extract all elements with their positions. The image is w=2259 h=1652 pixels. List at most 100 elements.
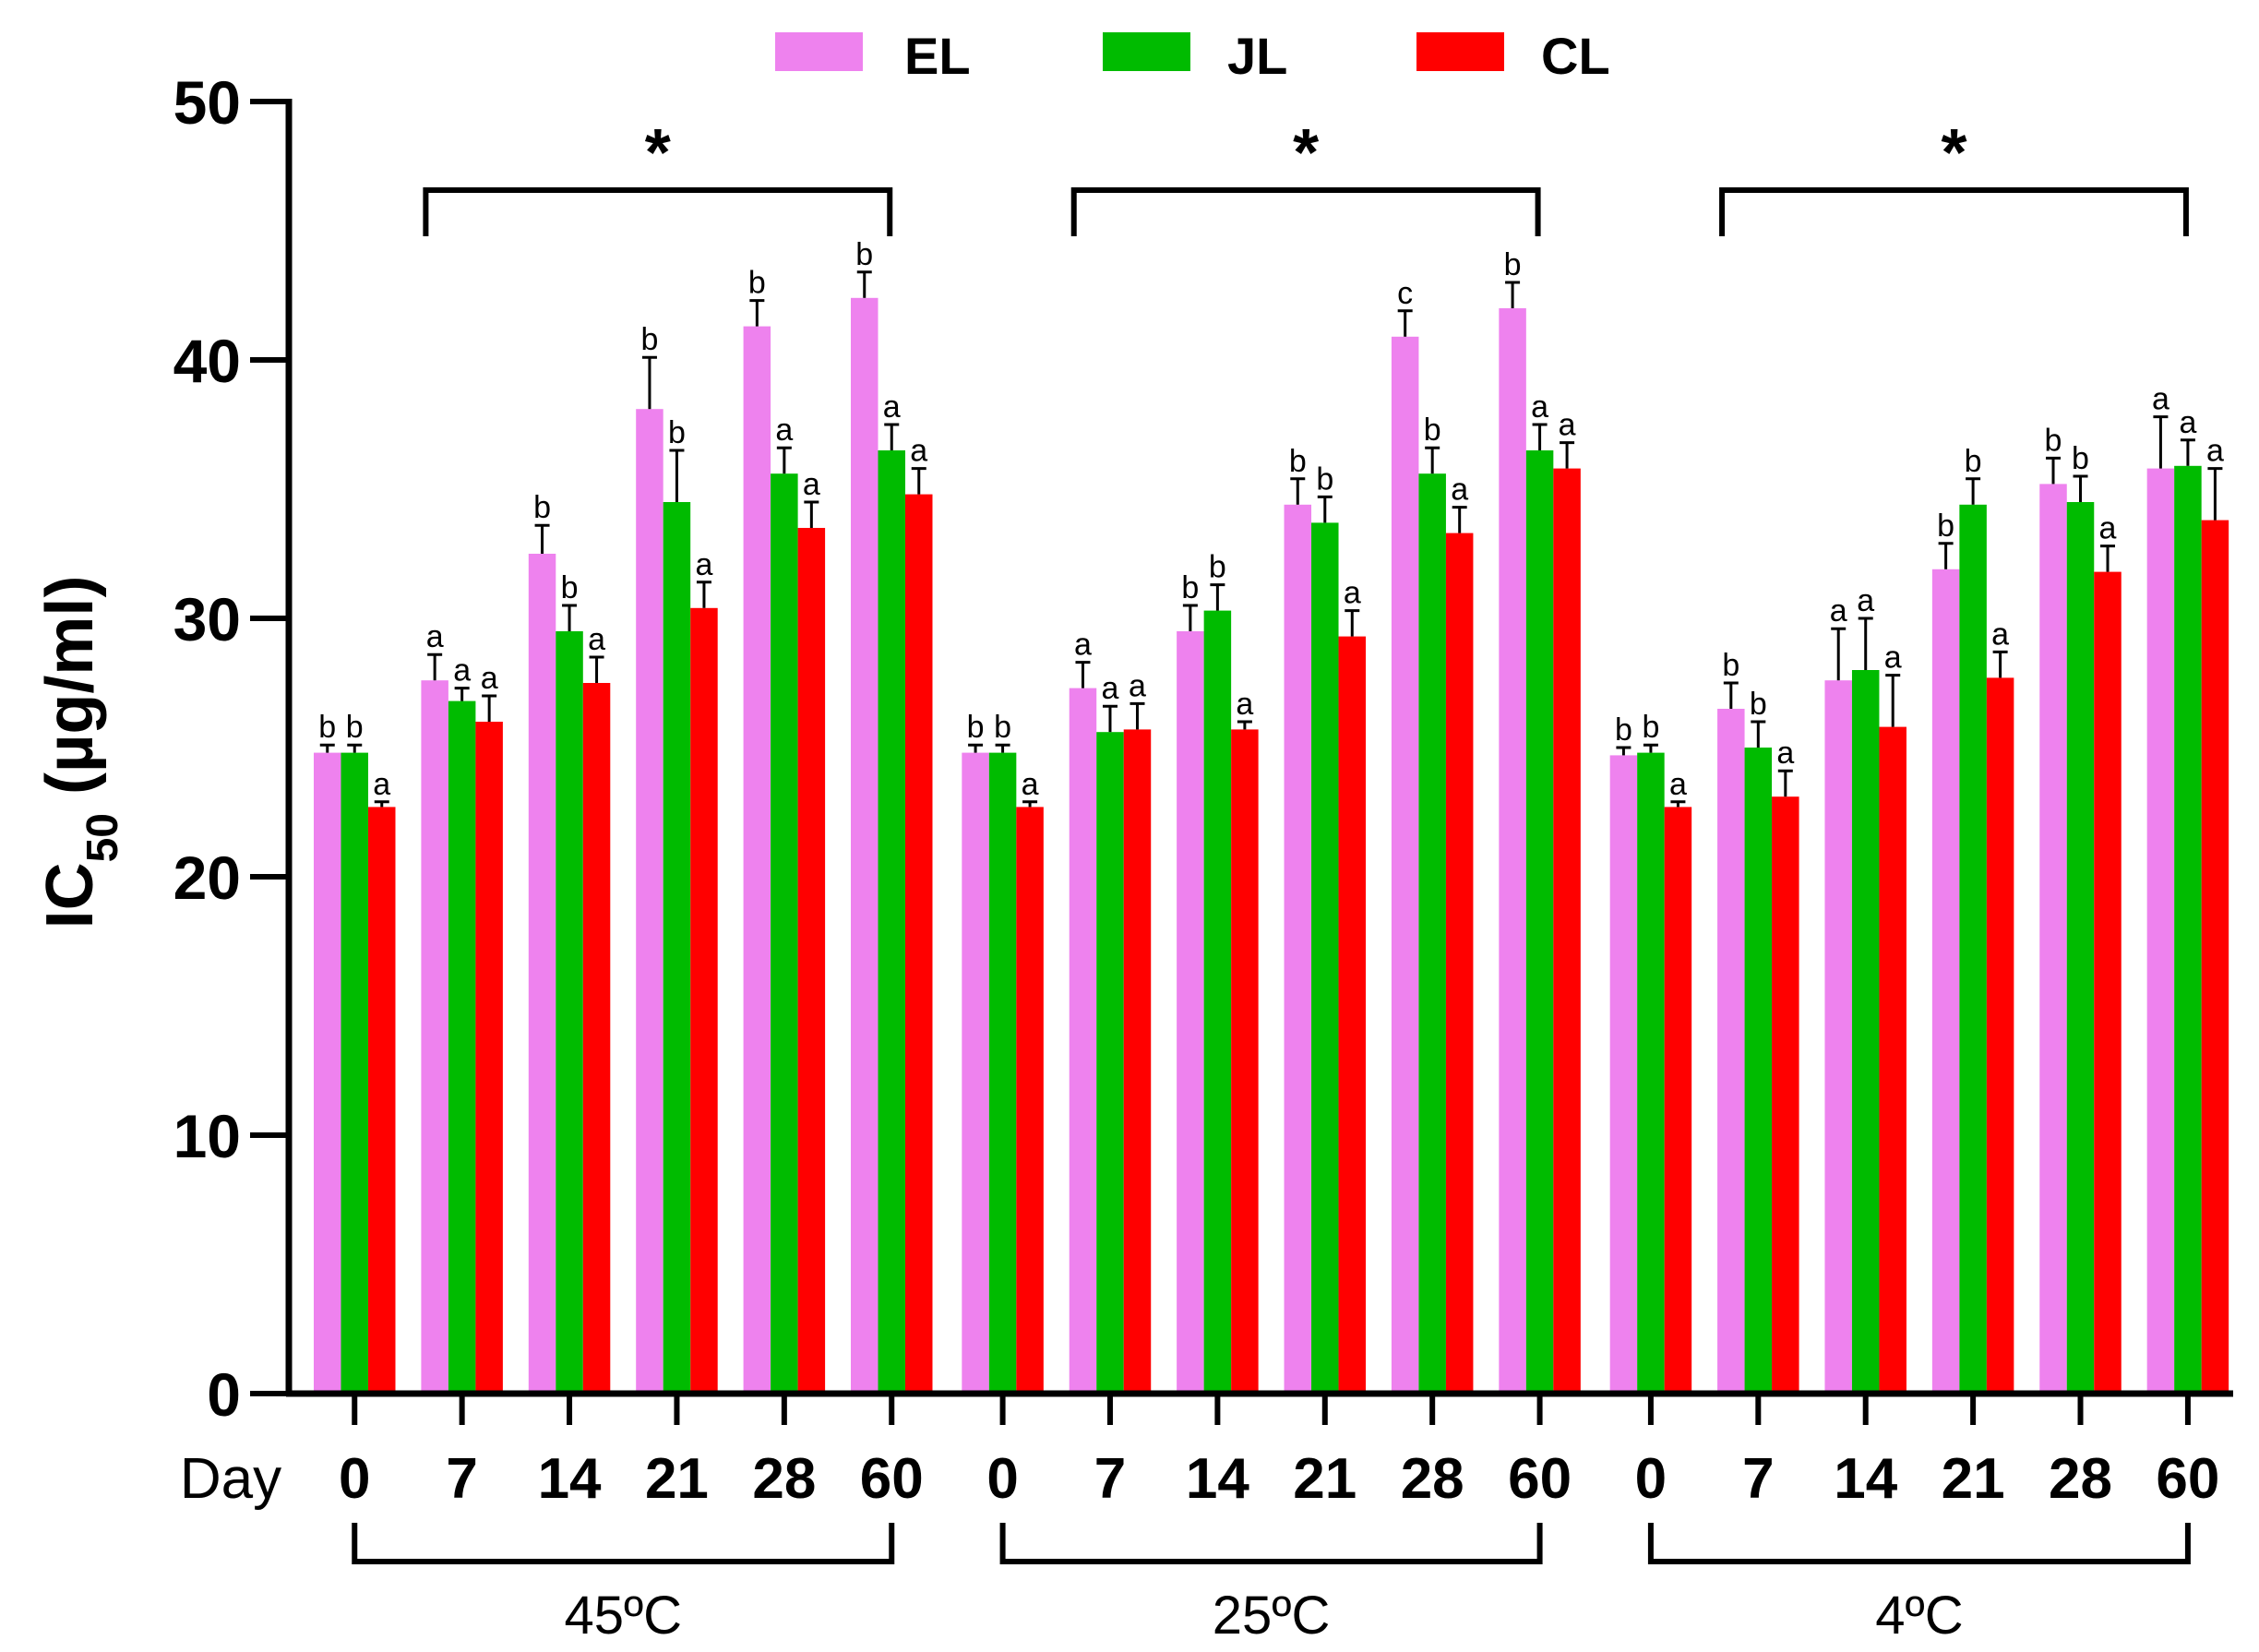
- significance-letter: a: [2152, 382, 2169, 417]
- significance-letter: a: [1129, 668, 1146, 703]
- significance-letter: a: [803, 467, 820, 502]
- bar-jl: [1637, 752, 1665, 1394]
- significance-letter: b: [1424, 413, 1441, 448]
- bar-jl: [771, 473, 798, 1394]
- significance-bracket: [1070, 187, 1541, 236]
- significance-letter: b: [1209, 550, 1226, 585]
- bar-cl: [690, 607, 718, 1394]
- bar-cl: [1553, 468, 1581, 1395]
- significance-letter: b: [1316, 461, 1333, 497]
- bar-jl: [1525, 450, 1554, 1394]
- temperature-bracket: [999, 1523, 1543, 1564]
- bar-el: [1499, 308, 1526, 1394]
- bar-cl: [797, 528, 826, 1394]
- bar-cl: [1664, 807, 1692, 1394]
- bar-jl: [1851, 670, 1880, 1394]
- significance-letter: a: [1344, 576, 1361, 611]
- significance-letter: b: [1615, 712, 1632, 748]
- bar-jl: [1959, 504, 1987, 1394]
- significance-letter: a: [695, 547, 712, 582]
- bar-cl: [1986, 677, 2014, 1394]
- significance-letter: a: [588, 622, 605, 657]
- temperature-label: 25ºC: [1213, 1586, 1331, 1646]
- bar-el: [636, 409, 663, 1395]
- significance-bracket: [1719, 187, 2189, 236]
- x-axis-prefix: Day: [180, 1447, 281, 1511]
- y-axis-title-sub: 50: [78, 813, 127, 862]
- significance-letter: a: [775, 413, 793, 448]
- bar-jl: [2174, 465, 2202, 1394]
- y-tick-label: 0: [207, 1360, 241, 1429]
- x-tick-label: 28: [752, 1447, 816, 1511]
- bar-el: [962, 752, 989, 1394]
- bar-el: [2039, 484, 2067, 1394]
- bar-el: [1069, 688, 1097, 1394]
- y-tick-label: 10: [173, 1102, 241, 1170]
- significance-letter: a: [373, 767, 390, 802]
- bar-jl: [1744, 748, 1773, 1394]
- x-tick-label: 21: [645, 1447, 709, 1511]
- x-axis: Day 0 7 14 21 28 60 45ºC 0 7 14 21 28 60 25ºC 0 7 14 21 28 6…: [180, 1390, 2233, 1646]
- significance-star: *: [645, 116, 671, 190]
- temperature-label: 45ºC: [564, 1586, 682, 1646]
- significance-letter: b: [994, 710, 1011, 745]
- significance-letter: b: [1722, 648, 1739, 683]
- x-tick-label: 7: [446, 1447, 477, 1511]
- significance-letter: b: [2072, 441, 2089, 476]
- x-tick-label: 0: [1635, 1447, 1667, 1511]
- legend-swatch-el: [775, 32, 863, 71]
- bar-el: [421, 680, 448, 1394]
- bars: [314, 270, 2229, 1395]
- x-tick-label: 0: [339, 1447, 370, 1511]
- bar-el: [314, 752, 341, 1394]
- significance-letter: a: [453, 653, 471, 688]
- bar-jl: [1418, 473, 1446, 1394]
- x-tick-label: 60: [2156, 1447, 2219, 1511]
- significance-letter: a: [1991, 617, 2009, 652]
- x-tick-label: 14: [538, 1447, 602, 1511]
- bar-cl: [1879, 726, 1906, 1394]
- bar-jl: [556, 631, 583, 1394]
- x-tick-label: 60: [860, 1447, 924, 1511]
- significance-letter: b: [1965, 444, 1982, 479]
- bar-cl: [1231, 729, 1259, 1394]
- bar-jl: [988, 752, 1017, 1394]
- bar-el: [1284, 504, 1312, 1394]
- significance-letter: b: [1289, 444, 1307, 479]
- bar-cl: [905, 494, 933, 1394]
- bar-cl: [368, 807, 396, 1394]
- significance-letter: b: [318, 710, 336, 745]
- legend-label-cl: CL: [1541, 27, 1610, 85]
- significance-letter: a: [883, 389, 901, 425]
- bar-el: [1824, 680, 1852, 1394]
- significance-letter: a: [1884, 640, 1902, 676]
- significance-letter: a: [1074, 628, 1092, 663]
- legend-label-jl: JL: [1227, 27, 1287, 85]
- bar-cl: [1445, 533, 1474, 1394]
- bar-cl: [1772, 796, 1799, 1394]
- y-tick-label: 20: [173, 844, 241, 912]
- significance-letter: b: [561, 570, 579, 605]
- bar-jl: [1096, 732, 1124, 1394]
- significance-letter: b: [748, 266, 766, 301]
- bar-jl: [878, 450, 905, 1394]
- significance-letter: b: [2045, 423, 2062, 458]
- bar-cl: [1338, 636, 1367, 1394]
- significance-star: *: [1293, 116, 1319, 190]
- significance-letter: a: [1776, 736, 1794, 771]
- significance-letter: b: [1750, 687, 1767, 722]
- y-axis-title: IC50 (µg/ml): [33, 576, 127, 929]
- bar-jl: [341, 752, 368, 1394]
- temperature-bracket: [352, 1523, 895, 1564]
- temperature-bracket: [1647, 1523, 2191, 1564]
- significance-letter: a: [2099, 511, 2117, 546]
- x-tick-label: 14: [1186, 1447, 1249, 1511]
- bar-cl: [582, 683, 611, 1394]
- significance-letter: b: [1642, 710, 1659, 745]
- bar-el: [1391, 336, 1419, 1394]
- bar-cl: [475, 722, 503, 1394]
- significance-letter: a: [426, 619, 444, 654]
- x-tick-label: 60: [1508, 1447, 1572, 1511]
